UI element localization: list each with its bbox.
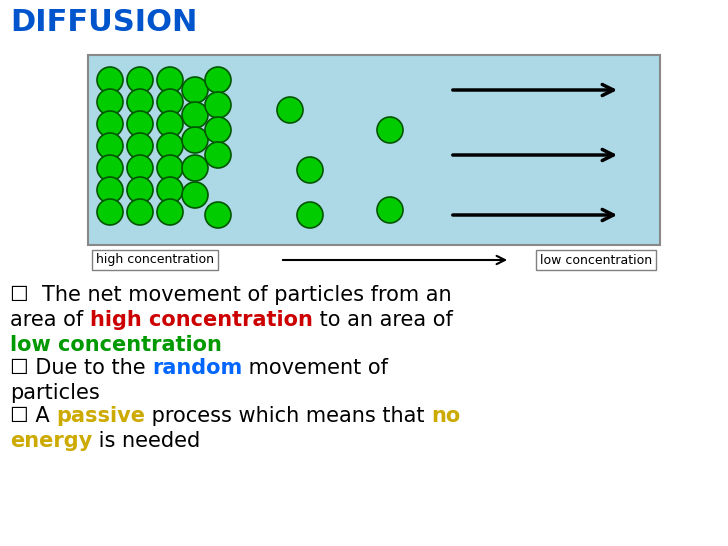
Circle shape	[157, 111, 183, 137]
Text: process which means that: process which means that	[146, 406, 432, 426]
Circle shape	[205, 202, 231, 228]
Text: passive: passive	[56, 406, 146, 426]
Text: ☐ Due to the: ☐ Due to the	[10, 358, 152, 378]
Circle shape	[205, 117, 231, 143]
Text: DIFFUSION: DIFFUSION	[10, 8, 197, 37]
Circle shape	[157, 67, 183, 93]
Circle shape	[127, 177, 153, 203]
Text: is needed: is needed	[92, 431, 200, 451]
Circle shape	[377, 117, 403, 143]
Circle shape	[157, 177, 183, 203]
Circle shape	[127, 89, 153, 115]
Circle shape	[182, 155, 208, 181]
Circle shape	[182, 102, 208, 128]
Text: low concentration: low concentration	[10, 335, 222, 355]
Text: area of: area of	[10, 310, 90, 330]
Circle shape	[157, 199, 183, 225]
Circle shape	[205, 142, 231, 168]
Circle shape	[297, 157, 323, 183]
Circle shape	[97, 111, 123, 137]
Circle shape	[157, 89, 183, 115]
Circle shape	[297, 202, 323, 228]
Bar	[88, 55, 660, 245]
Text: no: no	[432, 406, 461, 426]
Circle shape	[127, 155, 153, 181]
Circle shape	[182, 77, 208, 103]
Text: energy: energy	[10, 431, 92, 451]
Circle shape	[97, 155, 123, 181]
Circle shape	[127, 133, 153, 159]
Text: high concentration: high concentration	[96, 253, 214, 266]
Circle shape	[97, 89, 123, 115]
Circle shape	[205, 67, 231, 93]
Circle shape	[127, 199, 153, 225]
Text: ☐ A: ☐ A	[10, 406, 56, 426]
Circle shape	[97, 177, 123, 203]
Circle shape	[157, 155, 183, 181]
Circle shape	[157, 133, 183, 159]
Circle shape	[182, 182, 208, 208]
Text: ☐  The net movement of particles from an: ☐ The net movement of particles from an	[10, 285, 451, 305]
Circle shape	[377, 197, 403, 223]
Text: high concentration: high concentration	[90, 310, 313, 330]
Circle shape	[97, 67, 123, 93]
Text: random: random	[152, 358, 242, 378]
Circle shape	[277, 97, 303, 123]
Text: to an area of: to an area of	[313, 310, 453, 330]
Circle shape	[205, 92, 231, 118]
Text: low concentration: low concentration	[540, 253, 652, 266]
Circle shape	[97, 133, 123, 159]
Text: particles: particles	[10, 383, 100, 403]
Circle shape	[127, 67, 153, 93]
Circle shape	[182, 127, 208, 153]
Text: movement of: movement of	[242, 358, 389, 378]
Circle shape	[127, 111, 153, 137]
Circle shape	[97, 199, 123, 225]
